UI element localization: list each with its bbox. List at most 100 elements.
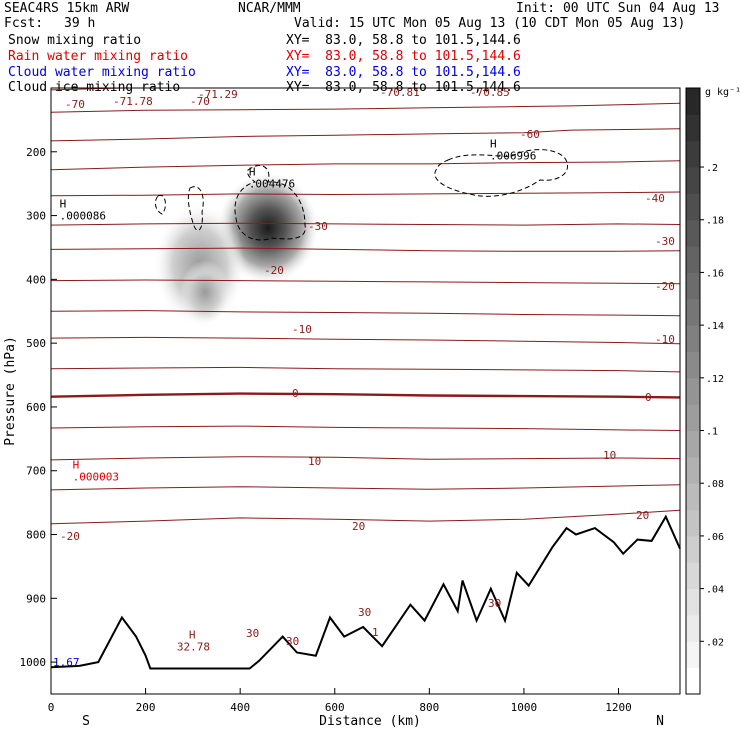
colorbar-tick-label: .04 — [706, 585, 724, 596]
rain-max-value: .000003 — [73, 470, 119, 483]
temperature-contour — [51, 247, 680, 252]
temperature-contour — [51, 88, 141, 91]
temperature-label: -71.29 — [198, 88, 238, 101]
colorbar-cell — [686, 193, 700, 221]
colorbar-tick-label: .2 — [706, 163, 718, 174]
field-xy-rain: XY= 83.0, 58.8 to 101.5,144.6 — [286, 49, 521, 64]
temperature-label: -70.85 — [470, 86, 510, 99]
temperature-contour — [51, 222, 680, 226]
temperature-label: 0 — [292, 387, 299, 400]
temperature-label: -30 — [308, 220, 328, 233]
snow-max-marker: H — [60, 197, 67, 210]
colorbar-cell — [686, 351, 700, 379]
y-tick-label: 400 — [26, 273, 46, 286]
colorbar-cell — [686, 325, 700, 352]
colorbar: .02 .04 .06 .08 .1 .12 .14 .16 .18 .2 — [685, 87, 724, 695]
y-tick-label: 600 — [26, 401, 46, 414]
x-axis-label: Distance (km) — [319, 714, 421, 729]
colorbar-cell — [686, 483, 700, 511]
temperature-label: 20 — [636, 509, 649, 522]
colorbar-cell — [686, 377, 700, 405]
cloud-ice-contour — [434, 149, 568, 197]
snow-max-value: .006996 — [490, 149, 536, 162]
colorbar-tick-label: .08 — [706, 479, 724, 490]
temperature-contour — [51, 509, 680, 525]
temperature-label: 30 — [488, 597, 501, 610]
colorbar-cell — [686, 404, 700, 432]
y-tick-label: 1000 — [20, 656, 47, 669]
colorbar-tick-label: .16 — [706, 268, 724, 279]
snow-shade-lower — [180, 260, 230, 324]
x-tick-label: 600 — [325, 701, 345, 714]
x-tick-label: 800 — [419, 701, 439, 714]
temperature-label: -71.78 — [113, 95, 153, 108]
y-axis: 200 300 400 500 600 700 800 900 1000 — [20, 146, 57, 669]
snow-max-marker: H — [249, 166, 256, 179]
temperature-contour — [51, 128, 680, 142]
cloud-water-max-value: 32.78 — [177, 641, 210, 654]
field-name-snow: Snow mixing ratio — [8, 33, 142, 48]
plot-frame — [50, 87, 681, 695]
colorbar-cell — [686, 535, 700, 563]
terrain-line — [50, 514, 681, 670]
cloud-ice-label: 1 — [372, 626, 379, 639]
temperature-label: -40 — [645, 192, 665, 205]
colorbar-cell — [686, 167, 700, 194]
x-axis-left-end: S — [82, 714, 90, 729]
y-tick-label: 800 — [26, 529, 46, 542]
temperature-contour — [51, 366, 680, 373]
x-tick-label: 1000 — [511, 701, 538, 714]
temperature-label: -70 — [190, 95, 210, 108]
terrain — [50, 514, 681, 670]
contour-labels: -70 -71.78 -70-71.29 -70.81 -70.85-60-40-30-… — [53, 86, 675, 669]
colorbar-cell — [686, 114, 700, 142]
colorbar-tick-label: .1 — [706, 427, 718, 438]
x-tick-label: 200 — [136, 701, 156, 714]
colorbar-cell — [686, 272, 700, 300]
snow-max-value: .000086 — [60, 209, 106, 222]
temperature-label: -60 — [520, 128, 540, 141]
temperature-label: 20 — [352, 520, 365, 533]
x-tick-label: 0 — [48, 701, 55, 714]
x-axis: 0 200 400 600 800 1000 1200 — [48, 688, 632, 714]
temperature-contours — [51, 88, 680, 525]
y-axis-label: Pressure (hPa) — [3, 336, 18, 446]
cloud-water-small-label: 1.67 — [53, 656, 80, 669]
temperature-contour — [51, 392, 680, 399]
init-time: Init: 00 UTC Sun 04 Aug 13 — [516, 1, 720, 16]
field-xy-cloud-water: XY= 83.0, 58.8 to 101.5,144.6 — [286, 65, 521, 80]
x-axis-right-end: N — [656, 714, 664, 729]
x-tick-label: 400 — [230, 701, 250, 714]
colorbar-cell — [686, 219, 700, 247]
field-name-rain: Rain water mixing ratio — [8, 49, 189, 64]
colorbar-frame — [685, 87, 701, 695]
colorbar-tick-label: .06 — [706, 532, 724, 543]
snow-max-marker: H — [490, 137, 497, 150]
temperature-label: 30 — [358, 606, 371, 619]
temperature-label: 30 — [246, 627, 259, 640]
forecast-label: Fcst: — [4, 16, 44, 31]
cloud-ice-contour — [234, 165, 306, 241]
temperature-contour — [51, 310, 680, 317]
colorbar-cell — [686, 562, 700, 590]
temperature-label: 10 — [308, 455, 321, 468]
colorbar-cell — [686, 298, 700, 326]
cloud-water-max-marker: H — [189, 629, 196, 642]
snow-shading — [155, 173, 318, 325]
rain-max-marker: H — [73, 458, 80, 471]
center-title: NCAR/MMM — [238, 1, 301, 16]
colorbar-cell — [686, 456, 700, 484]
temperature-label: -10 — [655, 333, 675, 346]
temperature-contour — [51, 160, 680, 171]
temperature-label: 0 — [645, 391, 652, 404]
colorbar-tick-label: .02 — [706, 637, 724, 648]
field-name-cloud-water: Cloud water mixing ratio — [8, 65, 196, 80]
colorbar-cell — [686, 509, 700, 537]
colorbar-cell — [686, 246, 700, 273]
temperature-label: 30 — [286, 635, 299, 648]
y-tick-label: 900 — [26, 592, 46, 605]
temperature-label: -20 — [655, 280, 675, 293]
y-tick-label: 500 — [26, 337, 46, 350]
temperature-label: -20 — [60, 530, 80, 543]
